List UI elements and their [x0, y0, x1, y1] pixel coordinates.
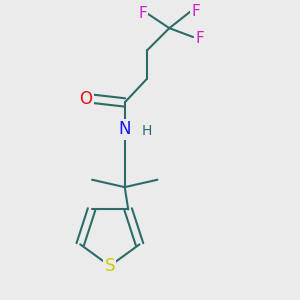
- Text: F: F: [192, 4, 200, 19]
- Text: O: O: [80, 90, 93, 108]
- Text: F: F: [138, 6, 147, 21]
- Text: F: F: [195, 31, 204, 46]
- Text: S: S: [105, 257, 115, 275]
- Text: H: H: [142, 124, 152, 138]
- Text: N: N: [118, 120, 131, 138]
